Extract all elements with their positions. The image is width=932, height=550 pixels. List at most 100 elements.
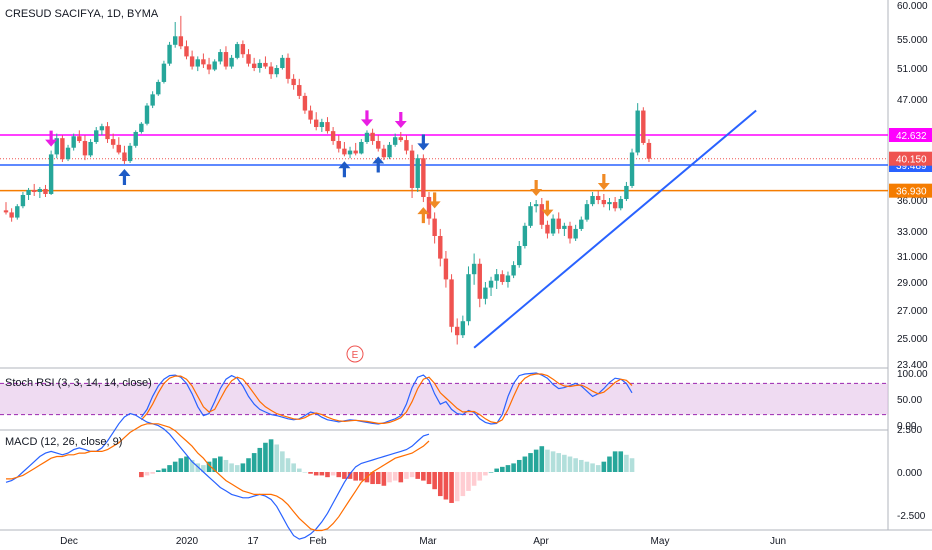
macd-tick-label-0: 2.500 xyxy=(897,425,922,436)
candlestick-series xyxy=(3,15,652,345)
macd-histogram-bar-62 xyxy=(488,472,494,473)
macd-histogram-bar-46 xyxy=(398,472,404,483)
candle-body-113 xyxy=(641,110,646,143)
earnings-marker[interactable]: E xyxy=(346,345,364,363)
support-trendline xyxy=(473,109,757,349)
candle-body-92 xyxy=(522,225,528,246)
macd-histogram-bar-50 xyxy=(421,472,426,481)
candle-body-0 xyxy=(3,210,9,213)
candle-body-110 xyxy=(624,185,629,199)
candle-body-87 xyxy=(494,274,499,281)
candle-body-15 xyxy=(88,141,93,156)
macd-histogram-bar-42 xyxy=(375,472,381,485)
macd-histogram-bar-68 xyxy=(522,456,528,472)
macd-histogram-bar-10 xyxy=(195,463,201,472)
time-tick-label-0: Dec xyxy=(60,536,78,547)
macd-histogram-bar-11 xyxy=(201,465,206,472)
price-badges: 42.632 39.489 36.930 40.150 xyxy=(889,128,932,198)
stoch-tick-label-2: 0.00 xyxy=(897,421,917,432)
candle-body-1 xyxy=(9,212,14,218)
candle-body-2 xyxy=(15,206,20,218)
candle-body-34 xyxy=(195,59,200,67)
candle-body-51 xyxy=(291,78,296,86)
time-tick-label-2: 17 xyxy=(247,536,259,547)
candle-body-106 xyxy=(601,200,607,205)
candle-body-61 xyxy=(347,150,353,155)
macd-histogram-bar-31 xyxy=(313,472,319,476)
macd-tick-label-1: 0.000 xyxy=(897,468,922,479)
candle-body-43 xyxy=(246,54,251,64)
candle-body-49 xyxy=(280,57,285,68)
macd-histogram-bar-72 xyxy=(545,449,550,472)
earnings-marker-label: E xyxy=(352,350,359,361)
candle-body-95 xyxy=(539,204,544,225)
price-tick-label-8: 27.000 xyxy=(897,306,928,317)
price-tick-label-1: 55.000 xyxy=(897,35,928,46)
price-tick-label-7: 29.000 xyxy=(897,278,928,289)
candle-body-100 xyxy=(567,225,573,239)
candle-body-33 xyxy=(189,56,195,67)
candle-body-52 xyxy=(297,85,302,96)
time-tick-label-7: Jun xyxy=(770,536,786,547)
candle-body-53 xyxy=(302,95,308,111)
macd-title: MACD (12, 26, close, 9) xyxy=(5,436,122,448)
horizontal-levels xyxy=(0,134,888,192)
signal-arrows xyxy=(45,110,610,224)
candle-body-99 xyxy=(562,225,567,229)
price-badge-bg-3 xyxy=(889,151,932,166)
candle-body-70 xyxy=(398,137,403,141)
candle-body-10 xyxy=(60,138,65,160)
price-tick-label-10: 23.400 xyxy=(897,360,928,371)
macd-histogram-bar-57 xyxy=(460,472,466,497)
macd-histogram-bar-86 xyxy=(624,454,629,472)
macd-histogram-bar-77 xyxy=(573,458,578,472)
macd-histogram-bar-23 xyxy=(268,439,274,472)
macd-histogram-bar-8 xyxy=(184,456,189,472)
macd-histogram-bar-56 xyxy=(454,472,460,502)
macd-histogram-bar-82 xyxy=(601,461,607,472)
trendline-layer xyxy=(473,109,757,349)
candle-body-75 xyxy=(426,196,432,219)
candle-body-111 xyxy=(629,152,635,186)
candle-body-50 xyxy=(285,57,291,79)
macd-histogram-bar-55 xyxy=(449,472,454,503)
arrow-down-icon-11 xyxy=(597,173,610,190)
price-badge-label-0: 42.632 xyxy=(896,131,927,142)
candle-body-67 xyxy=(381,148,387,158)
candle-body-18 xyxy=(105,126,110,140)
price-badge-bg-2 xyxy=(889,183,932,198)
candle-body-32 xyxy=(184,46,189,57)
candle-body-19 xyxy=(110,139,116,145)
candle-body-94 xyxy=(533,204,539,207)
macd-histogram-bar-66 xyxy=(511,463,516,472)
candle-body-12 xyxy=(71,136,76,148)
candle-body-58 xyxy=(330,131,336,142)
candle-body-102 xyxy=(579,219,584,229)
candle-body-104 xyxy=(590,195,595,205)
price-tick-label-6: 31.000 xyxy=(897,252,928,263)
candle-body-55 xyxy=(314,119,319,128)
macd-histogram-bar-71 xyxy=(539,446,545,472)
macd-histogram-bar-58 xyxy=(466,472,471,491)
macd-histogram-bar-4 xyxy=(161,468,167,472)
time-tick-label-5: Apr xyxy=(533,536,549,547)
candle-body-26 xyxy=(150,94,155,106)
candle-body-38 xyxy=(218,52,223,62)
stoch-line-k xyxy=(140,372,633,425)
macd-histogram-bar-5 xyxy=(167,465,172,472)
candle-body-28 xyxy=(161,63,167,82)
macd-histogram-bar-85 xyxy=(618,451,624,472)
candle-body-66 xyxy=(376,141,381,149)
stoch-tick-label-1: 50.00 xyxy=(897,395,922,406)
candle-body-3 xyxy=(20,194,26,207)
macd-histogram-bar-75 xyxy=(562,454,567,472)
candle-body-45 xyxy=(257,62,262,68)
candle-body-88 xyxy=(500,274,505,282)
candle-body-76 xyxy=(432,218,437,236)
macd-histogram-bar-43 xyxy=(381,472,387,486)
stoch-band-fill xyxy=(0,383,888,415)
macd-histogram-bar-7 xyxy=(178,458,184,472)
candle-body-85 xyxy=(483,287,488,299)
macd-histogram-bar-60 xyxy=(477,472,483,481)
price-tick-label-0: 60.000 xyxy=(897,1,928,12)
